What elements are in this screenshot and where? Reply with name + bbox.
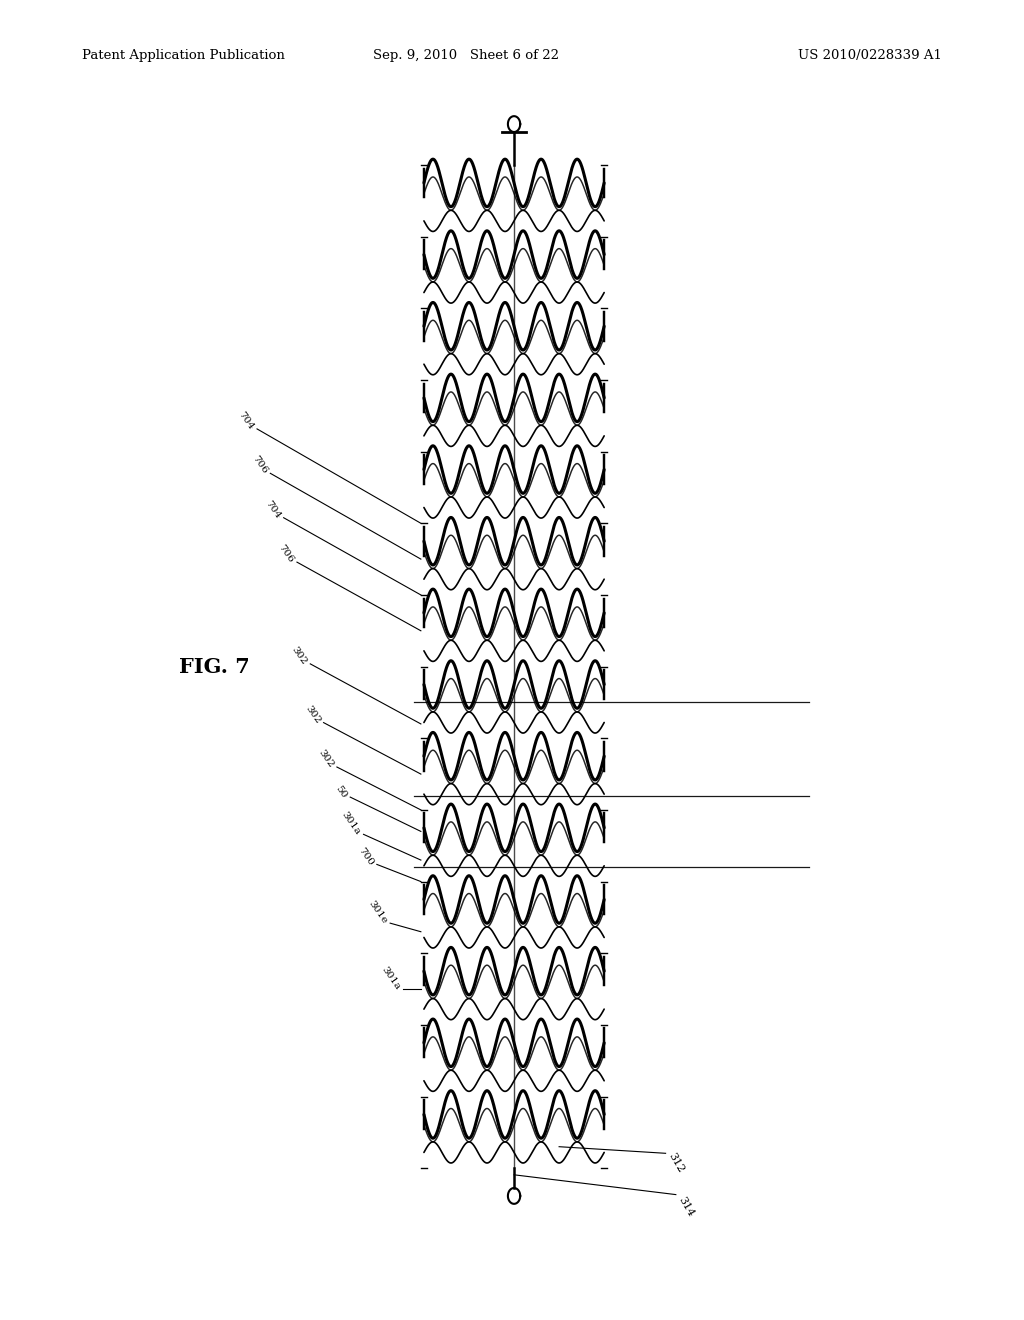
Text: 302: 302	[316, 748, 336, 770]
Text: 302: 302	[290, 645, 309, 667]
Text: Sep. 9, 2010   Sheet 6 of 22: Sep. 9, 2010 Sheet 6 of 22	[373, 49, 559, 62]
Text: 314: 314	[677, 1195, 696, 1218]
Text: US 2010/0228339 A1: US 2010/0228339 A1	[798, 49, 942, 62]
Text: 706: 706	[250, 454, 269, 477]
Text: 704: 704	[263, 499, 283, 520]
Text: 302: 302	[303, 704, 323, 725]
Text: 706: 706	[276, 544, 296, 565]
Text: 312: 312	[667, 1151, 686, 1175]
Text: 301e: 301e	[367, 899, 389, 925]
Text: 704: 704	[237, 411, 256, 432]
Text: Patent Application Publication: Patent Application Publication	[82, 49, 285, 62]
Text: FIG. 7: FIG. 7	[179, 656, 250, 677]
Text: 301a: 301a	[380, 965, 402, 991]
Text: 700: 700	[356, 846, 376, 867]
Text: 50: 50	[334, 784, 349, 800]
Text: 301a: 301a	[340, 810, 362, 837]
